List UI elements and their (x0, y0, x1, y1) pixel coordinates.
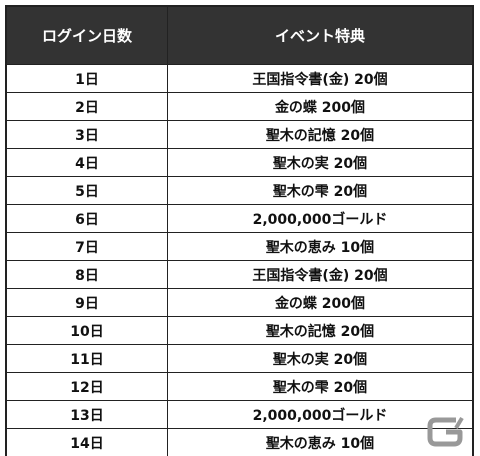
reward-cell: 聖木の実 20個 (167, 148, 474, 177)
day-cell: 14日 (5, 428, 168, 456)
reward-cell: 王国指令書(金) 20個 (167, 64, 474, 93)
reward-cell: 聖木の恵み 10個 (167, 232, 474, 261)
table-row: 12日 聖木の雫 20個 (5, 372, 474, 401)
day-cell: 10日 (5, 316, 168, 345)
day-cell: 1日 (5, 64, 168, 93)
day-cell: 12日 (5, 372, 168, 401)
table-row: 11日 聖木の実 20個 (5, 344, 474, 373)
reward-cell: 聖木の雫 20個 (167, 176, 474, 205)
table-row: 9日 金の蝶 200個 (5, 288, 474, 317)
table-row: 6日 2,000,000ゴールド (5, 204, 474, 233)
table-row: 4日 聖木の実 20個 (5, 148, 474, 177)
table-row: 8日 王国指令書(金) 20個 (5, 260, 474, 289)
day-cell: 3日 (5, 120, 168, 149)
reward-cell: 金の蝶 200個 (167, 288, 474, 317)
reward-table: ログイン日数 イベント特典 1日 王国指令書(金) 20個 2日 金の蝶 200個 3日… (5, 5, 474, 456)
table-row: 10日 聖木の記憶 20個 (5, 316, 474, 345)
reward-cell: 聖木の雫 20個 (167, 372, 474, 401)
day-cell: 9日 (5, 288, 168, 317)
reward-cell: 聖木の実 20個 (167, 344, 474, 373)
watermark-logo (427, 416, 464, 447)
header-cell: ログイン日数 (5, 5, 168, 65)
header-cell: イベント特典 (167, 5, 474, 65)
day-cell: 8日 (5, 260, 168, 289)
day-cell: 2日 (5, 92, 168, 121)
day-cell: 6日 (5, 204, 168, 233)
day-cell: 5日 (5, 176, 168, 205)
reward-cell: 2,000,000ゴールド (167, 204, 474, 233)
table-row: 1日 王国指令書(金) 20個 (5, 64, 474, 93)
table-row: 3日 聖木の記憶 20個 (5, 120, 474, 149)
table-row: 2日 金の蝶 200個 (5, 92, 474, 121)
reward-cell: 聖木の記憶 20個 (167, 120, 474, 149)
reward-cell: 聖木の記憶 20個 (167, 316, 474, 345)
reward-cell: 王国指令書(金) 20個 (167, 260, 474, 289)
day-cell: 13日 (5, 400, 168, 429)
header-row: ログイン日数 イベント特典 (5, 5, 474, 65)
reward-cell: 2,000,000ゴールド (167, 400, 474, 429)
table-row: 14日 聖木の恵み 10個 (5, 428, 474, 456)
reward-cell: 聖木の恵み 10個 (167, 428, 474, 456)
day-cell: 7日 (5, 232, 168, 261)
reward-cell: 金の蝶 200個 (167, 92, 474, 121)
day-cell: 4日 (5, 148, 168, 177)
table-body: 1日 王国指令書(金) 20個 2日 金の蝶 200個 3日 聖木の記憶 20個 4日 聖木の… (5, 64, 474, 456)
table-row: 7日 聖木の恵み 10個 (5, 232, 474, 261)
day-cell: 11日 (5, 344, 168, 373)
table-row: 5日 聖木の雫 20個 (5, 176, 474, 205)
table-row: 13日 2,000,000ゴールド (5, 400, 474, 429)
